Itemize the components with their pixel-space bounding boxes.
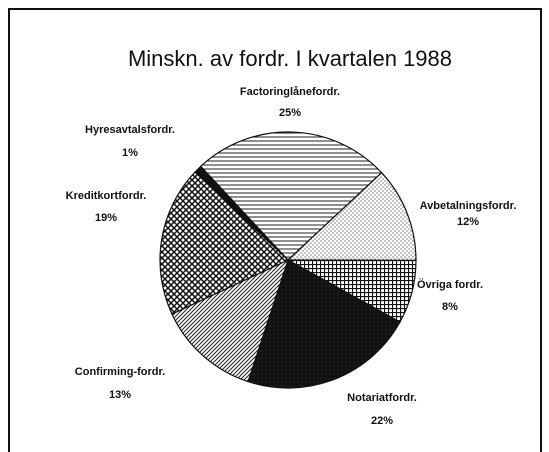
- value-label: 13%: [109, 389, 131, 401]
- pie-slice: [171, 258, 290, 383]
- slice-label: Confirming-fordr.: [75, 366, 165, 378]
- pie-slice: [159, 171, 290, 315]
- value-label: 1%: [122, 147, 138, 159]
- value-label: 25%: [279, 107, 301, 119]
- frame: [8, 8, 542, 452]
- slice-label: Factoringlånefordr.: [240, 86, 340, 98]
- pie-slice: [247, 259, 401, 389]
- value-label: 12%: [457, 216, 479, 228]
- pie-slice: [194, 165, 289, 261]
- slice-label: Hyresavtalsfordr.: [85, 124, 175, 136]
- value-label: 22%: [371, 415, 393, 427]
- pie-slice: [199, 131, 383, 261]
- pie-slice: [286, 171, 417, 262]
- slice-label: Notariatfordr.: [347, 392, 417, 404]
- slice-label: Avbetalningsfordr.: [420, 200, 517, 212]
- value-label: 19%: [95, 212, 117, 224]
- slice-label: Kreditkortfordr.: [66, 190, 147, 202]
- value-label: 8%: [442, 301, 458, 313]
- slice-label: Övriga fordr.: [417, 278, 483, 291]
- chart-title: Minskn. av fordr. I kvartalen 1988: [128, 46, 452, 71]
